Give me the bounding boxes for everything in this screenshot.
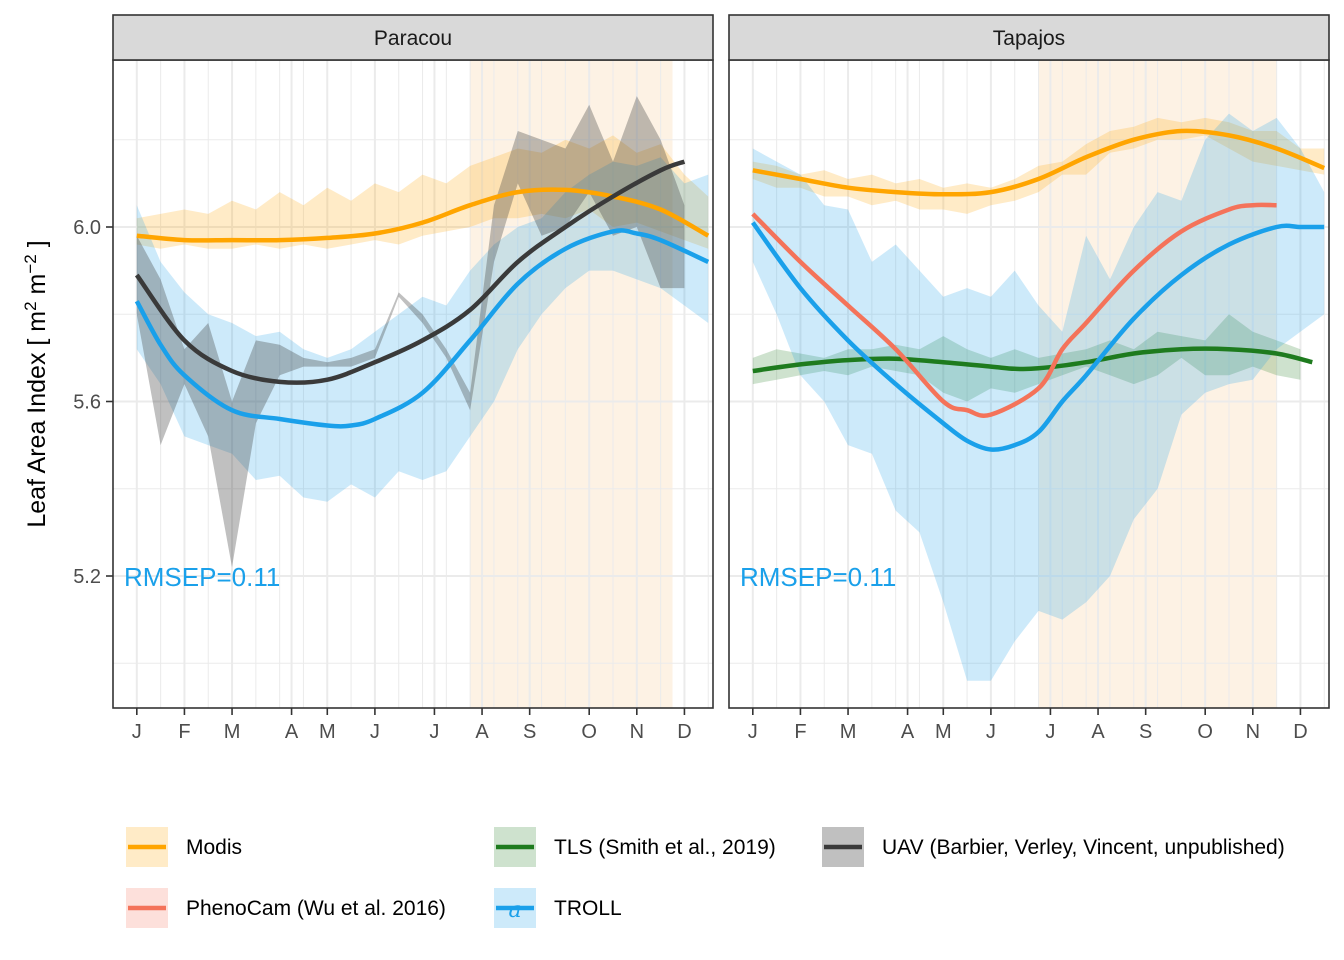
x-tick-label: N xyxy=(630,721,644,743)
facet-strip xyxy=(728,14,1330,61)
y-axis: 5.2 5.6 6.0 xyxy=(73,217,113,588)
legend-label: TLS (Smith et al., 2019) xyxy=(554,836,776,859)
rmsep-annotation: RMSEP=0.11 xyxy=(124,562,280,592)
x-tick-label: F xyxy=(178,721,190,743)
x-tick-label: M xyxy=(935,721,952,743)
tls-line xyxy=(752,346,1313,374)
x-tick-label: J xyxy=(370,721,380,743)
legend-label: UAV (Barbier, Verley, Vincent, unpublish… xyxy=(882,836,1285,859)
uav-line xyxy=(134,159,686,385)
y-axis-title-mid: m xyxy=(23,274,51,302)
facet-strip xyxy=(112,14,714,61)
y-axis-title: Leaf Area Index [ m2 m−2 ] xyxy=(21,240,52,527)
series-layer xyxy=(134,96,710,568)
y-axis-title-sup1: 2 xyxy=(21,301,40,310)
rmsep-annotation: RMSEP=0.11 xyxy=(740,562,896,592)
x-tick-label: A xyxy=(285,721,299,743)
y-axis-title-sup2: −2 xyxy=(21,254,40,273)
dry-season-band xyxy=(470,60,673,708)
legend-item-phenocam: PhenoCam (Wu et al. 2016) xyxy=(126,888,446,928)
troll-ribbon xyxy=(752,113,1325,681)
x-tick-label: J xyxy=(1045,721,1055,743)
x-tick-label: N xyxy=(1246,721,1260,743)
x-tick-label: J xyxy=(132,721,142,743)
modis-ribbon xyxy=(136,135,709,249)
x-tick-label: A xyxy=(1091,721,1105,743)
phenocam-line xyxy=(751,202,1277,418)
x-tick-label: D xyxy=(1293,721,1307,743)
x-tick-label: S xyxy=(523,721,536,743)
x-tick-label: F xyxy=(794,721,806,743)
legend-item-tls: TLS (Smith et al., 2019) xyxy=(494,827,776,867)
x-tick-label: O xyxy=(581,721,597,743)
x-tick-label: J xyxy=(429,721,439,743)
x-tick-label: M xyxy=(224,721,241,743)
legend: Modis PhenoCam (Wu et al. 2016) TLS (Smith… xyxy=(126,827,1285,928)
legend-label: Modis xyxy=(186,836,242,859)
tls-ribbon xyxy=(752,314,1301,402)
facet-strip-label: Paracou xyxy=(374,27,452,50)
x-tick-label: O xyxy=(1197,721,1213,743)
legend-label: TROLL xyxy=(554,897,622,920)
y-tick-label: 5.6 xyxy=(73,392,101,414)
y-tick-label: 6.0 xyxy=(73,217,101,239)
series-layer xyxy=(750,113,1326,681)
y-tick-label: 5.2 xyxy=(73,566,101,588)
troll-line xyxy=(134,228,710,429)
troll-line xyxy=(750,221,1325,452)
x-tick-label: M xyxy=(840,721,857,743)
facet-strip-label: Tapajos xyxy=(993,27,1065,50)
uav-ribbon xyxy=(136,96,685,568)
troll-ribbon xyxy=(136,157,709,502)
legend-item-troll: a TROLL xyxy=(494,888,622,928)
x-tick-label: A xyxy=(901,721,915,743)
x-tick-label: J xyxy=(748,721,758,743)
x-tick-label: S xyxy=(1139,721,1152,743)
x-tick-label: D xyxy=(677,721,691,743)
y-axis-title-base: Leaf Area Index [ m xyxy=(23,311,51,528)
y-axis-title-end: ] xyxy=(23,240,51,254)
modis-line xyxy=(752,128,1326,197)
legend-key-glyph: a xyxy=(508,898,521,923)
x-tick-label: A xyxy=(475,721,489,743)
x-tick-label: J xyxy=(986,721,996,743)
x-tick-label: M xyxy=(319,721,336,743)
legend-label: PhenoCam (Wu et al. 2016) xyxy=(186,897,446,920)
legend-item-uav: UAV (Barbier, Verley, Vincent, unpublish… xyxy=(822,827,1285,867)
legend-item-modis: Modis xyxy=(126,827,242,867)
